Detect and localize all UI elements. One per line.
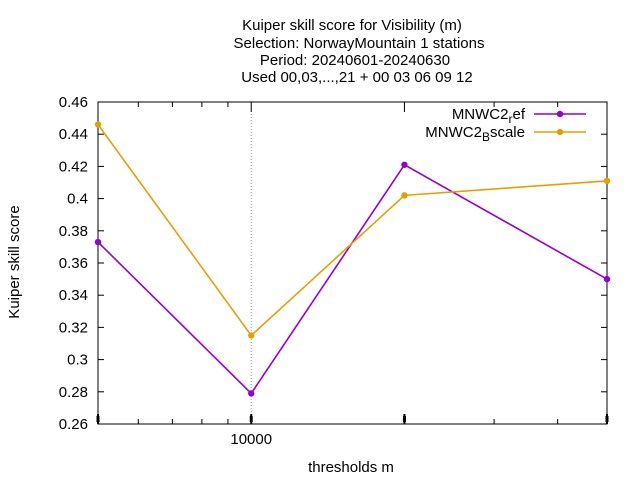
series-line <box>97 163 608 395</box>
y-axis-label: Kuiper skill score <box>6 205 23 318</box>
series-group <box>94 121 611 397</box>
legend-entry-1: MNWC2ref <box>452 106 586 126</box>
y-tick-label: 0.32 <box>59 319 88 336</box>
series-1 <box>94 161 611 397</box>
legend-label: MNWC2Bscale <box>425 124 525 144</box>
y-tick-label: 0.38 <box>59 223 88 240</box>
data-point <box>248 332 255 339</box>
y-tick-label: 0.36 <box>59 255 88 272</box>
legend-marker <box>556 128 564 136</box>
data-point <box>401 161 408 168</box>
title-line-4: Used 00,03,...,21 + 00 03 06 09 12 <box>241 69 472 86</box>
data-point <box>94 121 102 128</box>
y-tick-label: 0.34 <box>59 287 88 304</box>
title-line-2: Selection: NorwayMountain 1 stations <box>234 35 485 52</box>
legend-label: MNWC2ref <box>452 106 526 126</box>
series-2 <box>94 121 611 339</box>
x-tick-label: 10000 <box>230 431 272 448</box>
x-axis-ticks: 10000 <box>96 102 609 448</box>
chart-title: Kuiper skill score for Visibility (m) Se… <box>234 17 485 86</box>
data-point <box>603 275 611 283</box>
data-point <box>94 238 102 246</box>
x-axis-label: thresholds m <box>308 459 394 476</box>
data-point <box>603 177 611 185</box>
legend-entry-2: MNWC2Bscale <box>425 124 586 144</box>
y-tick-label: 0.42 <box>59 158 88 175</box>
title-line-1: Kuiper skill score for Visibility (m) <box>242 17 462 34</box>
data-point <box>401 192 408 199</box>
y-tick-label: 0.46 <box>59 94 88 111</box>
series-line <box>97 124 608 337</box>
y-tick-label: 0.44 <box>59 126 88 143</box>
axes <box>97 101 608 425</box>
plot-frame <box>97 101 608 425</box>
data-point <box>248 390 255 397</box>
y-tick-label: 0.3 <box>67 352 88 369</box>
title-line-3: Period: 20240601-20240630 <box>260 52 450 69</box>
y-axis-ticks: 0.26 0.28 0.3 0.32 0.34 0.36 0.38 0.4 0.42 0.44 0.… <box>59 94 607 433</box>
y-tick-label: 0.4 <box>67 191 88 208</box>
y-tick-label: 0.28 <box>59 384 88 401</box>
legend-marker <box>556 110 564 118</box>
y-tick-label: 0.26 <box>59 416 88 433</box>
